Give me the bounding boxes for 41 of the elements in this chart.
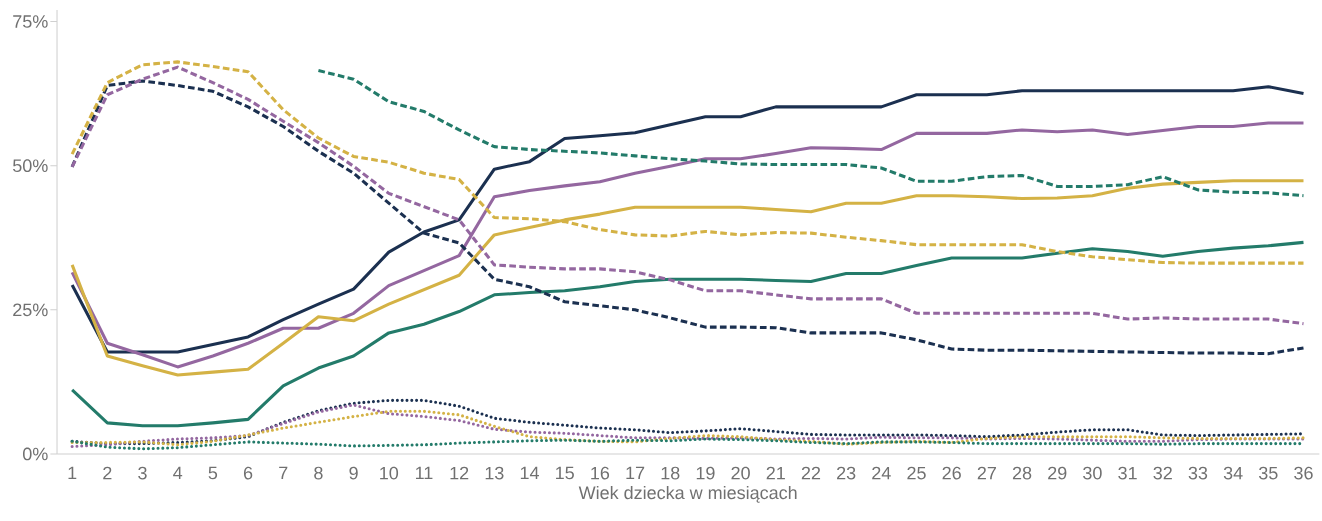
x-tick-label: 26 — [942, 466, 961, 480]
x-tick-label: 5 — [208, 466, 218, 480]
x-tick-label: 28 — [1012, 466, 1032, 480]
y-tick-label: 50% — [12, 159, 48, 173]
x-tick-label: 15 — [556, 466, 574, 480]
y-tick-label: 75% — [13, 15, 48, 28]
x-tick-label: 3 — [138, 466, 147, 480]
x-tick-label: 34 — [1223, 466, 1243, 480]
x-tick-label: 25 — [907, 466, 926, 480]
x-tick-label: 12 — [450, 466, 469, 480]
x-tick-label: 4 — [173, 466, 183, 480]
x-tick-label: 16 — [591, 466, 610, 480]
x-tick-label: 14 — [520, 466, 539, 480]
x-tick-label: 31 — [1118, 466, 1137, 480]
x-axis-title: Wiek dziecka w miesiącach — [578, 485, 797, 503]
x-tick-label: 11 — [415, 466, 433, 480]
y-tick-label: 0% — [23, 447, 48, 461]
x-tick-label: 22 — [801, 466, 821, 480]
x-tick-label: 2 — [103, 466, 112, 480]
x-tick-label: 29 — [1048, 466, 1067, 480]
x-tick-label: 23 — [837, 466, 856, 480]
x-tick-label: 21 — [766, 466, 785, 480]
x-tick-label: 19 — [696, 466, 715, 480]
x-tick-label: 1 — [68, 466, 77, 480]
x-tick-label: 18 — [661, 466, 680, 480]
x-tick-label: 33 — [1188, 466, 1208, 480]
x-tick-label: 30 — [1083, 466, 1102, 480]
x-tick-label: 10 — [380, 466, 399, 480]
x-tick-label: 32 — [1153, 466, 1172, 480]
x-tick-label: 36 — [1294, 466, 1313, 480]
x-tick-label: 27 — [977, 466, 996, 480]
x-tick-label: 9 — [349, 466, 358, 480]
x-tick-label: 13 — [485, 466, 504, 480]
x-tick-label: 7 — [279, 466, 288, 480]
x-tick-label: 6 — [243, 466, 253, 480]
x-tick-label: 17 — [626, 466, 645, 480]
x-tick-label: 24 — [872, 466, 891, 480]
x-tick-label: 35 — [1258, 466, 1278, 480]
x-tick-label: 20 — [731, 466, 750, 480]
x-tick-label: 8 — [314, 466, 323, 480]
y-tick-label: 25% — [13, 303, 48, 317]
